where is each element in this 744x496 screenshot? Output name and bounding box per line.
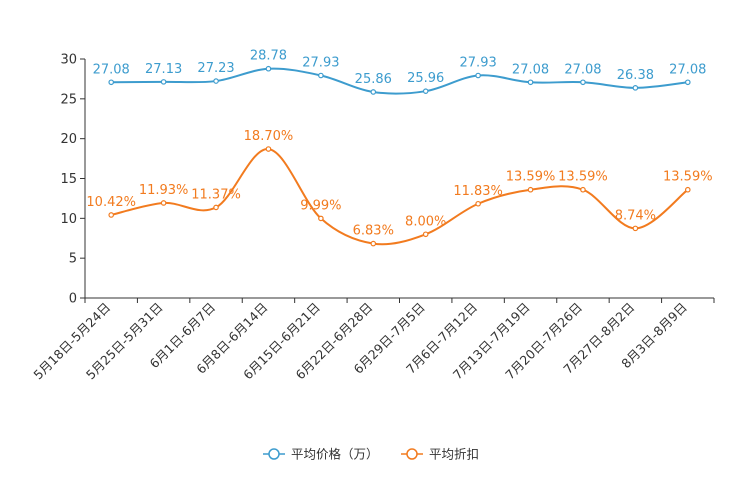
data-label: 25.86: [355, 72, 392, 87]
data-label: 11.93%: [139, 183, 189, 198]
data-point: [527, 186, 534, 193]
data-label: 27.08: [564, 62, 601, 77]
data-label: 8.74%: [615, 208, 656, 223]
data-label: 27.13: [145, 62, 182, 77]
y-tick-label: 30: [60, 53, 77, 68]
data-point: [370, 240, 377, 247]
legend-item-2[interactable]: 平均折扣: [401, 447, 479, 462]
data-point: [632, 225, 639, 232]
data-label: 27.23: [197, 61, 234, 76]
data-point: [580, 79, 586, 86]
data-point: [632, 85, 639, 91]
data-label: 25.96: [407, 71, 444, 86]
data-label: 10.42%: [86, 195, 136, 210]
data-point: [475, 200, 481, 207]
data-point: [684, 186, 691, 193]
y-tick-label: 5: [69, 252, 77, 267]
y-tick-label: 25: [60, 92, 77, 107]
legend-label: 平均折扣: [429, 447, 479, 462]
data-point: [213, 204, 219, 211]
data-point: [684, 79, 691, 86]
data-label: 11.37%: [191, 187, 241, 202]
data-point: [318, 215, 324, 222]
data-point: [108, 212, 115, 218]
data-label: 9.99%: [300, 198, 341, 213]
legend-label: 平均价格（万）: [291, 447, 379, 462]
data-point: [213, 78, 219, 84]
data-label: 13.59%: [558, 170, 608, 185]
data-point: [265, 146, 272, 152]
data-label: 11.83%: [453, 184, 503, 199]
legend-marker-icon: [406, 448, 418, 460]
data-label: 27.08: [512, 62, 549, 77]
data-point: [160, 79, 167, 85]
data-point: [580, 186, 586, 193]
series-lines: [110, 67, 689, 246]
data-label: 13.59%: [663, 170, 713, 185]
legend[interactable]: 平均价格（万） 平均折扣: [263, 447, 479, 462]
y-tick-label: 20: [60, 132, 77, 147]
legend-item-1[interactable]: 平均价格（万）: [263, 447, 379, 462]
data-point: [422, 88, 429, 94]
chart-axes: 0 5 10 15 20 25 30: [60, 53, 715, 307]
data-point: [527, 79, 534, 86]
data-label: 26.38: [617, 68, 654, 83]
data-point: [370, 89, 377, 95]
legend-marker-icon: [268, 448, 280, 460]
data-label: 6.83%: [353, 224, 394, 239]
data-point: [160, 200, 167, 206]
data-point: [475, 72, 481, 79]
data-label: 27.93: [302, 55, 339, 70]
y-tick-label: 10: [60, 212, 77, 227]
y-tick-label: 15: [60, 172, 77, 187]
x-tick-labels: 5月18日-5月24日5月25日-5月31日6月1日-6月7日6月8日-6月14…: [30, 300, 689, 383]
data-point: [318, 72, 324, 79]
series-line-1: [111, 67, 688, 95]
data-label: 27.08: [669, 62, 706, 77]
data-labels: 27.08 27.13 27.23 28.78 27.93 25.86 25.96 27.93…: [86, 49, 712, 239]
data-label: 28.78: [250, 49, 287, 64]
data-label: 27.93: [460, 55, 497, 70]
data-point: [108, 79, 115, 86]
data-label: 27.08: [93, 62, 130, 77]
data-label: 8.00%: [405, 214, 446, 229]
data-label: 18.70%: [244, 129, 294, 144]
data-point: [265, 65, 272, 72]
series-points: [108, 65, 691, 247]
y-tick-label: 0: [69, 292, 77, 307]
data-label: 13.59%: [506, 170, 556, 185]
data-point: [422, 231, 429, 238]
